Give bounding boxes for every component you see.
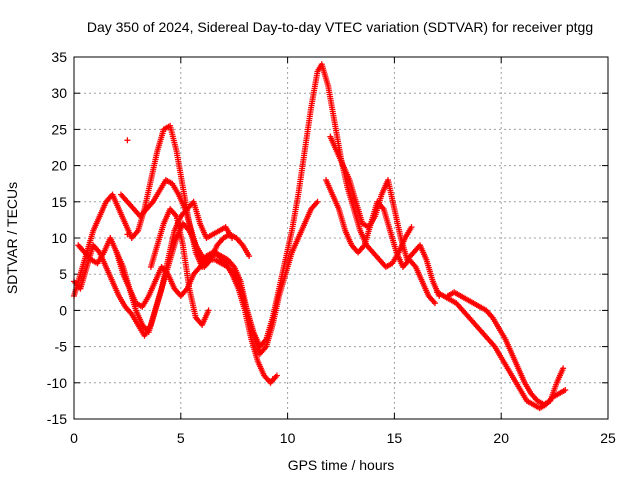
y-tick-label: -5 bbox=[55, 339, 68, 355]
y-tick-label: 20 bbox=[51, 158, 67, 174]
y-tick-label: -10 bbox=[47, 375, 67, 391]
x-tick-label: 25 bbox=[600, 430, 616, 446]
data-point-outlier bbox=[124, 231, 131, 238]
data-point bbox=[229, 235, 236, 241]
data-point bbox=[560, 365, 567, 372]
data-point bbox=[314, 198, 321, 205]
y-tick-label: 0 bbox=[59, 302, 67, 318]
data-points bbox=[71, 61, 569, 412]
x-tick-label: 10 bbox=[280, 430, 296, 446]
x-axis-title: GPS time / hours bbox=[288, 457, 395, 473]
tick-labels: 0 5 10 15 20 25 -15 -10 -5 0 5 10 15 20 25 30 35 bbox=[47, 49, 616, 446]
x-tick-label: 5 bbox=[177, 430, 185, 446]
x-tick-label: 0 bbox=[70, 430, 78, 446]
chart-title: Day 350 of 2024, Sidereal Day-to-day VTE… bbox=[87, 19, 593, 35]
grid bbox=[74, 57, 608, 419]
y-tick-label: 25 bbox=[51, 121, 67, 137]
y-tick-label: -15 bbox=[47, 411, 67, 427]
y-tick-label: 10 bbox=[51, 230, 67, 246]
data-point-outlier bbox=[269, 376, 276, 383]
y-tick-label: 5 bbox=[59, 266, 67, 282]
x-tick-label: 20 bbox=[493, 430, 509, 446]
data-point bbox=[246, 253, 253, 260]
plot-frame bbox=[73, 56, 609, 420]
x-tick-label: 15 bbox=[387, 430, 403, 446]
y-tick-label: 35 bbox=[51, 49, 67, 65]
data-point bbox=[431, 300, 438, 307]
y-tick-label: 15 bbox=[51, 194, 67, 210]
data-point bbox=[273, 372, 280, 379]
data-point bbox=[562, 387, 569, 394]
data-point-outlier bbox=[124, 137, 131, 144]
y-tick-label: 30 bbox=[51, 85, 67, 101]
y-axis-title: SDTVAR / TECUs bbox=[4, 182, 20, 294]
data-point bbox=[205, 307, 212, 314]
data-point bbox=[408, 224, 415, 231]
